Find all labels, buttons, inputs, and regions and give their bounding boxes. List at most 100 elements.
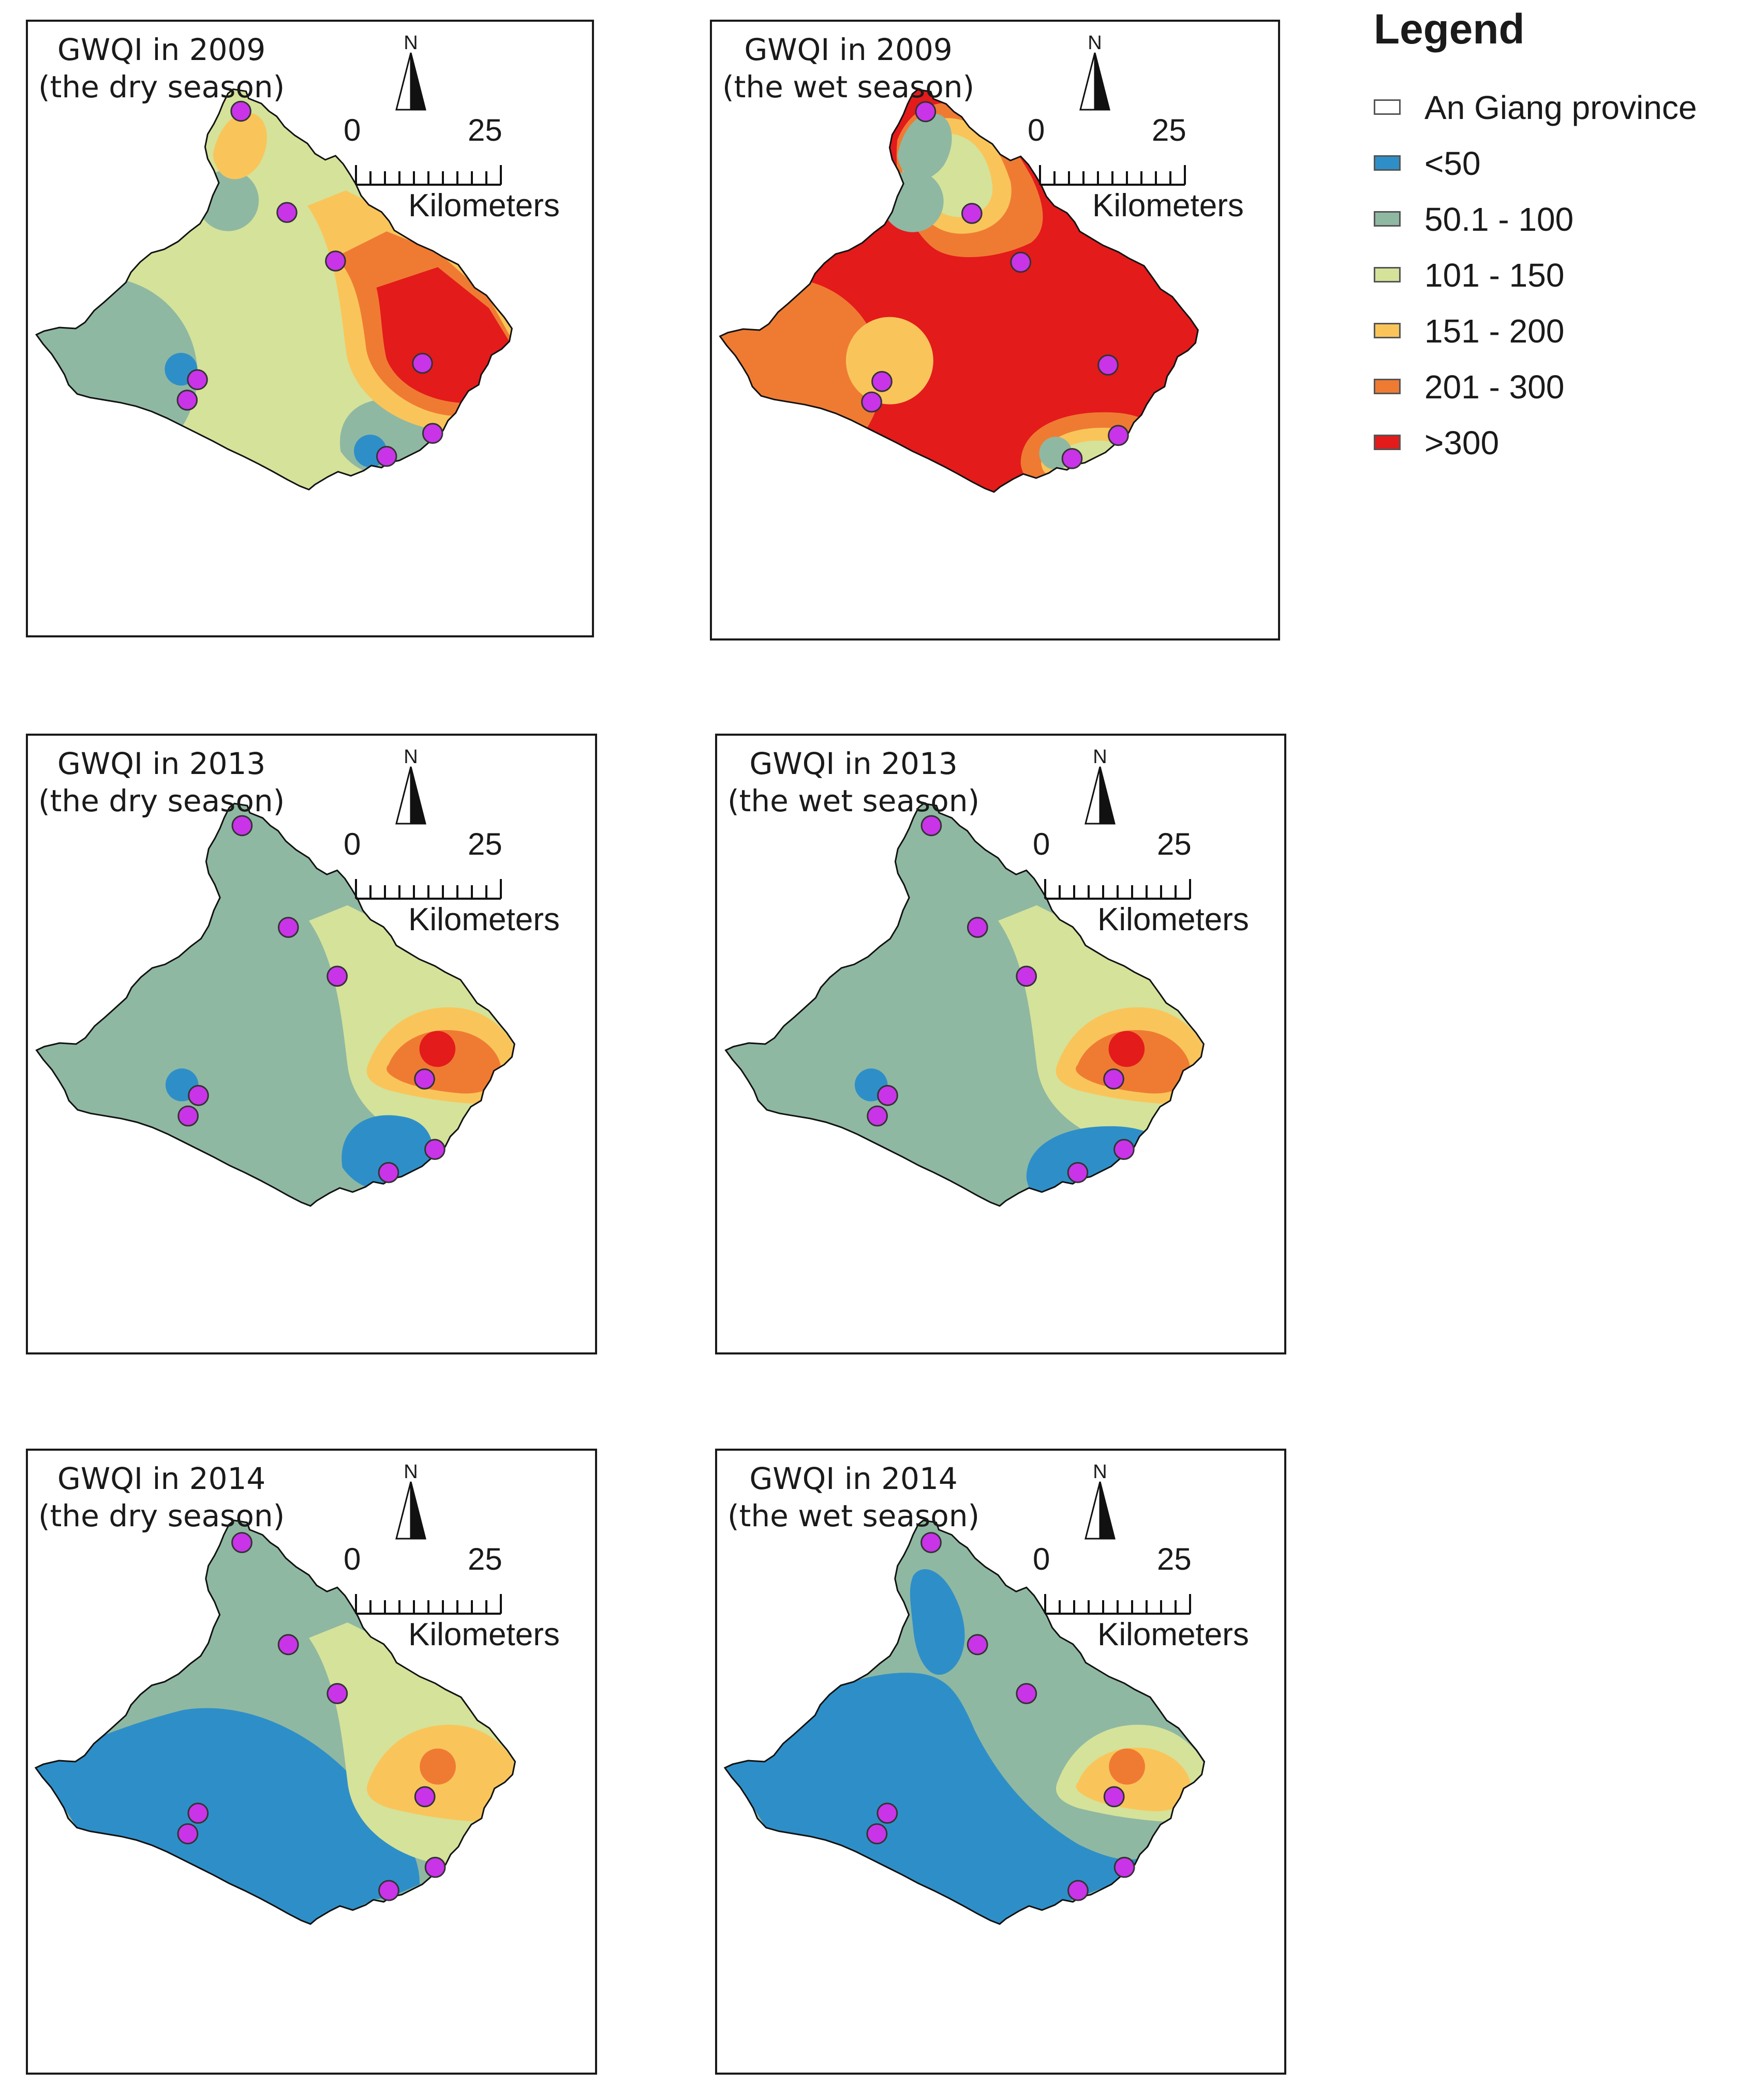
scale-end-label: 25 <box>468 1542 502 1576</box>
scale-end-label: 25 <box>468 827 502 861</box>
sampling-point <box>1103 1068 1124 1090</box>
sampling-point <box>967 1634 988 1656</box>
sampling-point <box>1016 965 1037 987</box>
legend-swatch <box>1374 211 1401 227</box>
sampling-point <box>424 1856 446 1878</box>
north-arrow-icon: N <box>390 746 432 834</box>
legend-label: >300 <box>1424 424 1499 461</box>
legend-item: 101 - 150 <box>1374 256 1746 297</box>
sampling-point <box>277 1634 299 1656</box>
sampling-point <box>230 100 251 122</box>
panel-title: GWQI in 2009 (the dry season) <box>38 31 285 106</box>
scale-units-label: Kilometers <box>1092 188 1244 224</box>
gwqi-zone <box>35 1708 420 1924</box>
panel-title: GWQI in 2013 (the dry season) <box>38 745 285 820</box>
sampling-point <box>920 1532 942 1553</box>
north-label: N <box>1093 746 1107 768</box>
scale-units-label: Kilometers <box>408 188 560 224</box>
panel-title: GWQI in 2014 (the dry season) <box>38 1460 285 1535</box>
map-panel-2009-dry: GWQI in 2009 (the dry season) N 0 25 Kilome… <box>26 20 594 637</box>
legend-label: 101 - 150 <box>1424 257 1565 294</box>
scale-ticks <box>1044 1594 1191 1615</box>
gwqi-zone <box>1108 1031 1145 1067</box>
sampling-point <box>961 203 983 224</box>
map-legend: Legend An Giang province <50 50.1 - 100 … <box>1366 5 1749 471</box>
sampling-point <box>326 965 348 987</box>
sampling-point <box>422 423 443 444</box>
scale-end-label: 25 <box>1157 1542 1192 1576</box>
scale-ticks <box>355 1594 502 1615</box>
legend-swatch <box>1374 323 1401 338</box>
province-outline <box>35 802 515 1207</box>
north-label: N <box>404 32 418 54</box>
scale-bar: 0 25 Kilometers <box>1028 112 1244 226</box>
sampling-point <box>877 1084 898 1106</box>
scale-end-label: 25 <box>1152 113 1186 147</box>
panel-title-line1: GWQI in 2009 <box>57 32 266 67</box>
map-canvas <box>724 802 1205 1207</box>
legend-label: <50 <box>1424 145 1481 182</box>
legend-title: Legend <box>1374 6 1525 53</box>
scale-end-label: 25 <box>1157 827 1192 861</box>
legend-swatch <box>1374 155 1401 171</box>
sampling-point <box>920 815 942 837</box>
gwqi-zone <box>420 1748 456 1785</box>
panel-title: GWQI in 2013 (the wet season) <box>727 745 979 820</box>
sampling-point <box>1016 1683 1037 1704</box>
panel-title-line1: GWQI in 2014 <box>57 1461 266 1496</box>
sampling-point <box>866 1823 888 1844</box>
sampling-point <box>412 352 433 374</box>
legend-label: An Giang province <box>1424 89 1697 126</box>
map-panel-2013-wet: GWQI in 2013 (the wet season) N 0 25 Kilome… <box>715 734 1286 1354</box>
sampling-point <box>378 1161 399 1183</box>
panel-title-line2: (the wet season) <box>727 783 980 818</box>
legend-swatch <box>1374 99 1401 115</box>
sampling-point <box>378 1880 399 1901</box>
legend-item: 201 - 300 <box>1374 367 1746 409</box>
gwqi-zone <box>845 317 933 405</box>
map-panel-2014-wet: GWQI in 2014 (the wet season) N 0 25 Kilome… <box>715 1449 1286 2075</box>
sampling-point <box>177 1105 199 1127</box>
gwqi-zone <box>419 1031 456 1067</box>
scale-start-label: 0 <box>1033 827 1050 861</box>
sampling-point <box>967 917 988 938</box>
sampling-point <box>325 250 346 272</box>
scale-units-label: Kilometers <box>1097 1617 1249 1652</box>
scale-start-label: 0 <box>344 1542 361 1576</box>
map-canvas <box>35 802 515 1207</box>
scale-start-label: 0 <box>1028 113 1045 147</box>
panel-title-line1: GWQI in 2013 <box>57 746 266 781</box>
sampling-point <box>188 1084 209 1106</box>
sampling-point <box>276 202 298 223</box>
gwqi-zone <box>897 113 952 180</box>
sampling-point <box>414 1068 435 1090</box>
sampling-point <box>414 1786 436 1808</box>
scale-start-label: 0 <box>344 827 361 861</box>
scale-start-label: 0 <box>1033 1542 1050 1576</box>
scale-ticks <box>355 879 502 900</box>
legend-swatch <box>1374 267 1401 282</box>
north-arrow-icon: N <box>1079 746 1121 834</box>
legend-item: >300 <box>1374 423 1746 465</box>
scale-start-label: 0 <box>344 113 361 147</box>
sampling-point <box>1010 251 1032 273</box>
legend-item: 151 - 200 <box>1374 311 1746 353</box>
map-panel-2013-dry: GWQI in 2013 (the dry season) N 0 25 Kilome… <box>26 734 597 1354</box>
sampling-point <box>1113 1856 1135 1878</box>
sampling-point <box>1061 448 1083 469</box>
scale-end-label: 25 <box>468 113 502 147</box>
panel-title: GWQI in 2014 (the wet season) <box>727 1460 979 1535</box>
panel-title-line1: GWQI in 2014 <box>749 1461 958 1496</box>
gwqi-zone <box>724 1673 1161 1924</box>
province-outline <box>35 88 513 491</box>
north-arrow-icon: N <box>390 1461 432 1549</box>
scale-bar: 0 25 Kilometers <box>1033 1541 1249 1655</box>
sampling-point <box>187 369 208 391</box>
legend-item: <50 <box>1374 144 1746 185</box>
north-label: N <box>404 746 418 768</box>
sampling-point <box>187 1803 209 1824</box>
map-panel-2009-wet: GWQI in 2009 (the wet season) N 0 25 Kilome… <box>710 20 1280 641</box>
panel-title-line1: GWQI in 2009 <box>744 32 953 67</box>
scale-ticks <box>1044 879 1191 900</box>
legend-swatch <box>1374 435 1401 450</box>
